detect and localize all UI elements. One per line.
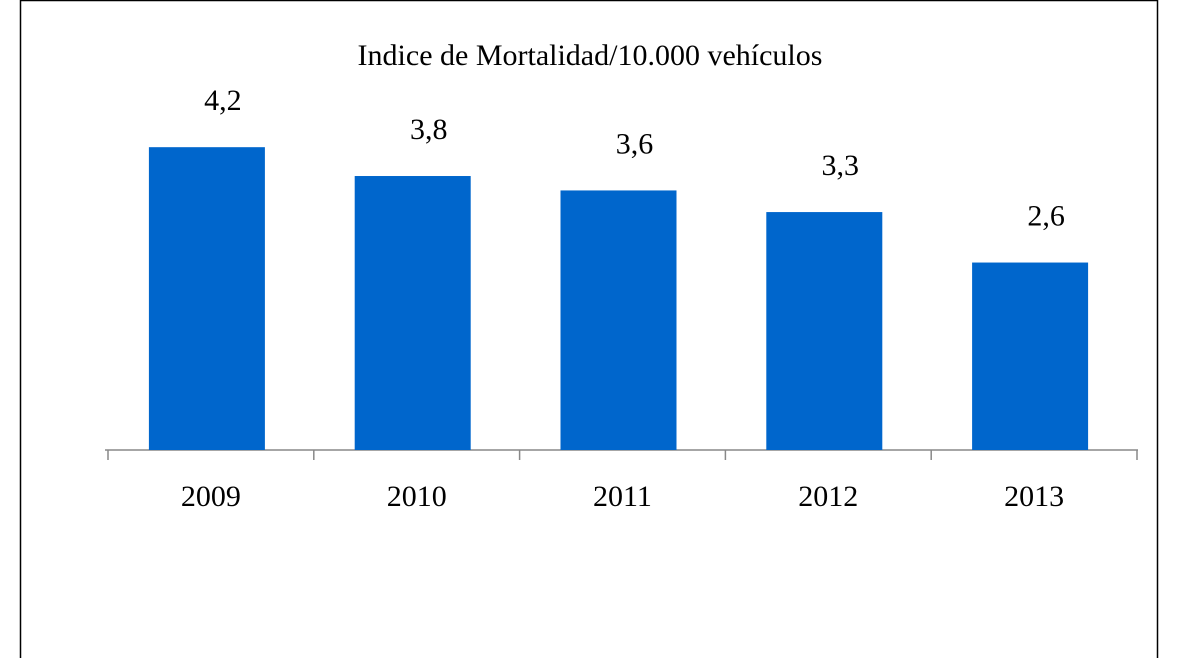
data-label: 3,3 [822,149,860,182]
data-label: 3,6 [616,127,654,160]
bar [560,190,677,450]
x-tick-label: 2012 [798,480,858,513]
bar [766,212,883,450]
bar [972,262,1089,450]
x-tick-label: 2013 [1004,480,1064,513]
data-label: 4,2 [204,84,242,117]
bar [148,147,265,450]
x-tick-label: 2010 [387,480,447,513]
bar [354,176,471,450]
chart-title: Indice de Mortalidad/10.000 vehículos [358,39,823,72]
x-tick-label: 2011 [593,480,652,513]
x-tick-label: 2009 [181,480,241,513]
data-label: 2,6 [1027,199,1065,232]
data-label: 3,8 [410,113,448,146]
